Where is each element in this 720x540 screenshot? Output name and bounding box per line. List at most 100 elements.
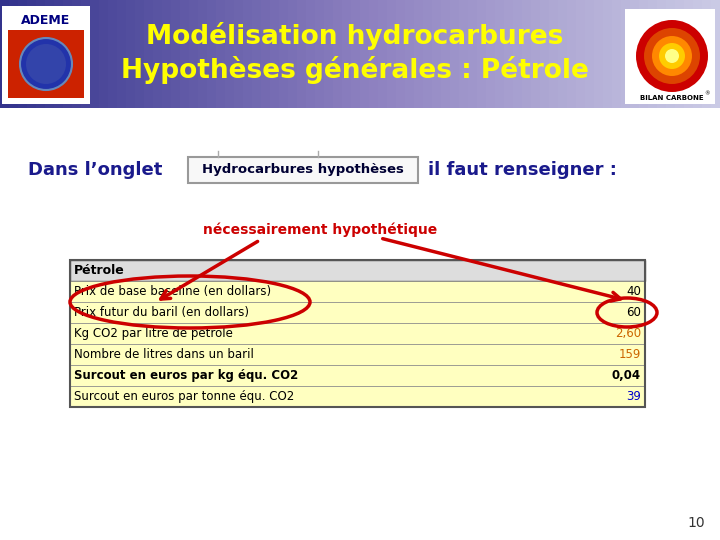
Bar bbox=[70, 386, 645, 407]
Bar bbox=[387, 0, 397, 108]
Circle shape bbox=[26, 44, 66, 84]
Bar bbox=[9, 0, 19, 108]
Bar bbox=[171, 0, 181, 108]
Bar bbox=[540, 0, 550, 108]
Bar bbox=[333, 0, 343, 108]
Bar bbox=[189, 0, 199, 108]
Text: Kg CO2 par litre de pétrole: Kg CO2 par litre de pétrole bbox=[74, 327, 233, 340]
Bar bbox=[2, 6, 90, 104]
Circle shape bbox=[659, 43, 685, 69]
Bar bbox=[378, 0, 388, 108]
Text: ADEME: ADEME bbox=[22, 14, 71, 26]
Bar bbox=[625, 9, 715, 104]
Bar bbox=[135, 0, 145, 108]
Text: Prix futur du baril (en dollars): Prix futur du baril (en dollars) bbox=[74, 306, 249, 319]
Bar bbox=[405, 0, 415, 108]
Bar bbox=[207, 0, 217, 108]
Bar bbox=[180, 0, 190, 108]
Bar bbox=[162, 0, 172, 108]
Bar bbox=[621, 0, 631, 108]
Bar bbox=[459, 0, 469, 108]
Text: Nombre de litres dans un baril: Nombre de litres dans un baril bbox=[74, 348, 254, 361]
Bar bbox=[504, 0, 514, 108]
Text: il faut renseigner :: il faut renseigner : bbox=[428, 161, 617, 179]
Bar bbox=[468, 0, 478, 108]
Text: 60: 60 bbox=[626, 306, 641, 319]
Text: 39: 39 bbox=[626, 390, 641, 403]
Bar bbox=[594, 0, 604, 108]
Bar bbox=[675, 0, 685, 108]
Text: Dans l’onglet: Dans l’onglet bbox=[28, 161, 163, 179]
Bar bbox=[450, 0, 460, 108]
Bar bbox=[666, 0, 676, 108]
Bar bbox=[8, 30, 84, 98]
Bar bbox=[70, 344, 645, 365]
Bar bbox=[603, 0, 613, 108]
Bar bbox=[342, 0, 352, 108]
Bar bbox=[117, 0, 127, 108]
Bar bbox=[198, 0, 208, 108]
Bar bbox=[423, 0, 433, 108]
Bar bbox=[396, 0, 406, 108]
Text: 0,04: 0,04 bbox=[612, 369, 641, 382]
Text: Surcout en euros par tonne équ. CO2: Surcout en euros par tonne équ. CO2 bbox=[74, 390, 294, 403]
Bar bbox=[702, 0, 712, 108]
Bar bbox=[657, 0, 667, 108]
Bar bbox=[234, 0, 244, 108]
Bar bbox=[70, 323, 645, 344]
Bar bbox=[531, 0, 541, 108]
Bar bbox=[99, 0, 109, 108]
Bar bbox=[126, 0, 136, 108]
Bar bbox=[144, 0, 154, 108]
Text: 159: 159 bbox=[618, 348, 641, 361]
Circle shape bbox=[20, 38, 72, 90]
Circle shape bbox=[652, 36, 692, 76]
Bar bbox=[243, 0, 253, 108]
Bar bbox=[495, 0, 505, 108]
Bar bbox=[432, 0, 442, 108]
Text: nécessairement hypothétique: nécessairement hypothétique bbox=[203, 222, 437, 237]
Bar bbox=[711, 0, 720, 108]
Bar bbox=[558, 0, 568, 108]
Bar bbox=[18, 0, 28, 108]
Bar bbox=[567, 0, 577, 108]
Bar bbox=[648, 0, 658, 108]
Bar bbox=[576, 0, 586, 108]
Bar bbox=[54, 0, 64, 108]
Bar bbox=[288, 0, 298, 108]
Bar bbox=[261, 0, 271, 108]
Text: Surcout en euros par kg équ. CO2: Surcout en euros par kg équ. CO2 bbox=[74, 369, 298, 382]
Bar bbox=[306, 0, 316, 108]
Bar bbox=[70, 260, 645, 407]
Text: Modélisation hydrocarbures: Modélisation hydrocarbures bbox=[146, 22, 564, 50]
Bar bbox=[188, 157, 418, 183]
Text: 10: 10 bbox=[688, 516, 705, 530]
Text: 40: 40 bbox=[626, 285, 641, 298]
Bar bbox=[639, 0, 649, 108]
Bar bbox=[612, 0, 622, 108]
Bar bbox=[216, 0, 226, 108]
Bar bbox=[360, 0, 370, 108]
Bar bbox=[369, 0, 379, 108]
Bar bbox=[684, 0, 694, 108]
Bar bbox=[486, 0, 496, 108]
Text: ®: ® bbox=[704, 91, 710, 97]
Bar bbox=[270, 0, 280, 108]
Bar bbox=[72, 0, 82, 108]
Bar bbox=[315, 0, 325, 108]
Bar bbox=[36, 0, 46, 108]
Bar bbox=[324, 0, 334, 108]
Text: 2,60: 2,60 bbox=[615, 327, 641, 340]
Bar bbox=[225, 0, 235, 108]
Bar bbox=[70, 260, 645, 281]
Bar bbox=[351, 0, 361, 108]
Bar bbox=[90, 0, 100, 108]
Text: Hydrocarbures hypothèses: Hydrocarbures hypothèses bbox=[202, 164, 404, 177]
Bar bbox=[63, 0, 73, 108]
Bar bbox=[414, 0, 424, 108]
Bar bbox=[70, 302, 645, 323]
Bar bbox=[70, 365, 645, 386]
Bar bbox=[81, 0, 91, 108]
Bar bbox=[693, 0, 703, 108]
Text: Pétrole: Pétrole bbox=[74, 264, 125, 277]
